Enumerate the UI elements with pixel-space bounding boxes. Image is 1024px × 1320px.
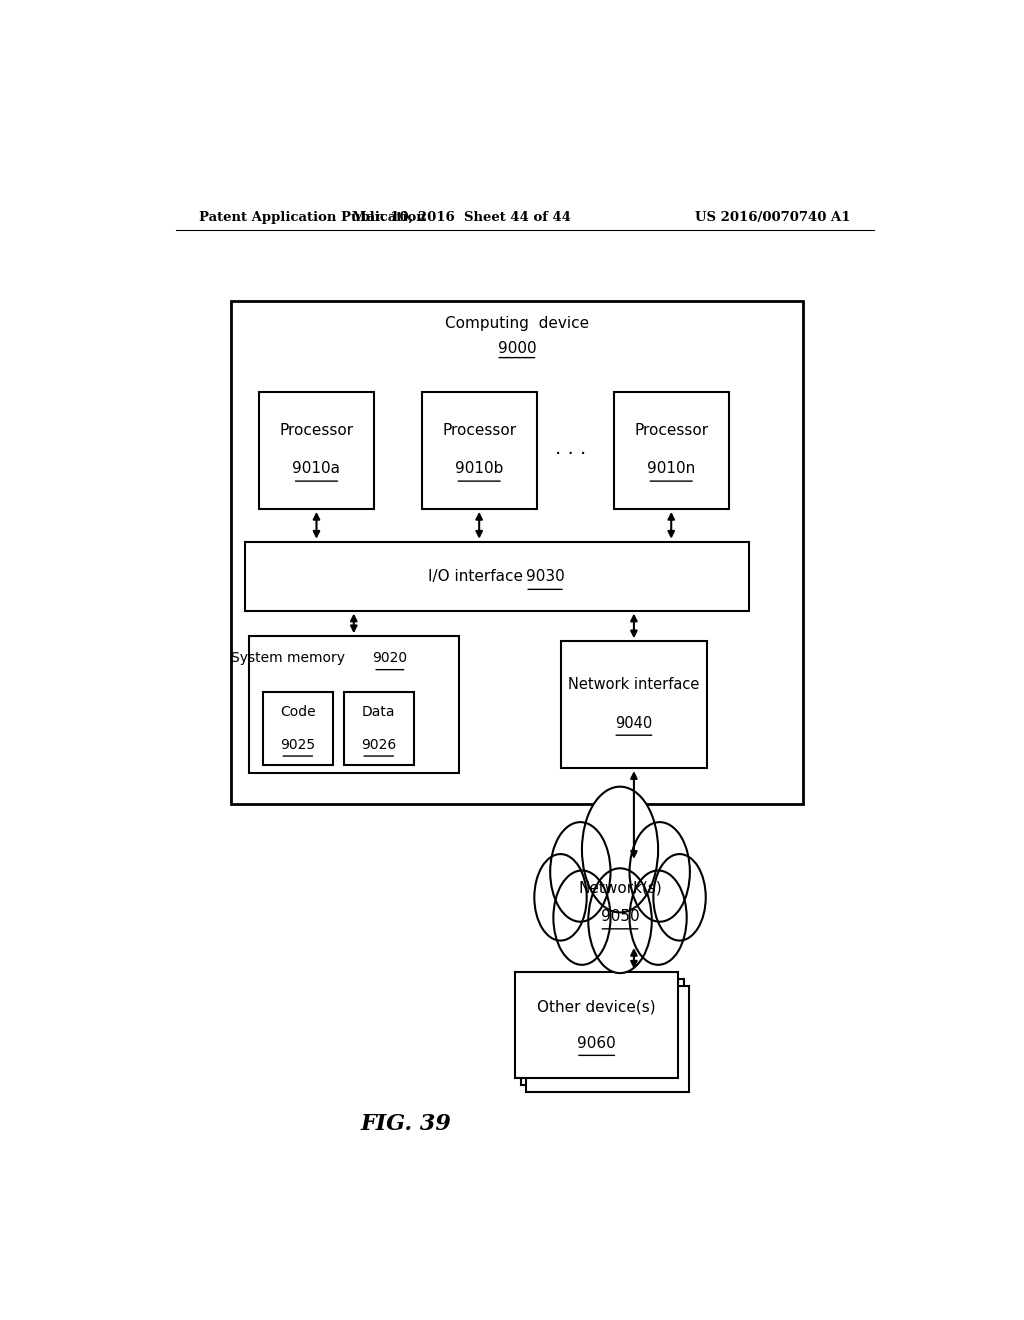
Ellipse shape bbox=[630, 870, 687, 965]
Text: Code: Code bbox=[280, 705, 315, 719]
Text: Patent Application Publication: Patent Application Publication bbox=[200, 211, 426, 224]
FancyBboxPatch shape bbox=[526, 986, 689, 1093]
FancyBboxPatch shape bbox=[545, 882, 695, 923]
FancyBboxPatch shape bbox=[259, 392, 374, 510]
Text: Processor: Processor bbox=[280, 422, 353, 438]
FancyBboxPatch shape bbox=[249, 636, 459, 774]
Text: Network interface: Network interface bbox=[568, 677, 699, 692]
Text: I/O interface: I/O interface bbox=[428, 569, 527, 583]
Text: FIG. 39: FIG. 39 bbox=[360, 1113, 452, 1135]
FancyBboxPatch shape bbox=[515, 972, 678, 1078]
Text: 9000: 9000 bbox=[498, 341, 537, 356]
FancyBboxPatch shape bbox=[560, 642, 708, 768]
Ellipse shape bbox=[653, 854, 706, 941]
Text: Other device(s): Other device(s) bbox=[538, 999, 656, 1014]
Text: 9010n: 9010n bbox=[647, 462, 695, 477]
Ellipse shape bbox=[588, 869, 651, 973]
Ellipse shape bbox=[535, 854, 587, 941]
Ellipse shape bbox=[630, 822, 690, 921]
FancyBboxPatch shape bbox=[613, 392, 729, 510]
FancyBboxPatch shape bbox=[422, 392, 537, 510]
FancyBboxPatch shape bbox=[231, 301, 803, 804]
Text: . . .: . . . bbox=[555, 438, 587, 458]
Text: US 2016/0070740 A1: US 2016/0070740 A1 bbox=[694, 211, 850, 224]
Text: 9010b: 9010b bbox=[455, 462, 504, 477]
Text: 9060: 9060 bbox=[578, 1036, 616, 1051]
Text: Computing  device: Computing device bbox=[444, 315, 589, 330]
Text: Processor: Processor bbox=[442, 422, 516, 438]
Ellipse shape bbox=[582, 787, 658, 912]
Text: System memory: System memory bbox=[230, 652, 353, 665]
Text: 9050: 9050 bbox=[601, 909, 639, 924]
FancyBboxPatch shape bbox=[521, 978, 684, 1085]
Text: Network(s): Network(s) bbox=[579, 880, 662, 896]
Ellipse shape bbox=[553, 870, 610, 965]
Ellipse shape bbox=[550, 822, 610, 921]
Text: 9030: 9030 bbox=[525, 569, 564, 583]
FancyBboxPatch shape bbox=[263, 692, 333, 766]
Text: Processor: Processor bbox=[634, 422, 709, 438]
Text: 9010a: 9010a bbox=[293, 462, 340, 477]
FancyBboxPatch shape bbox=[246, 541, 750, 611]
Text: 9020: 9020 bbox=[373, 652, 408, 665]
Text: Data: Data bbox=[362, 705, 395, 719]
Text: 9026: 9026 bbox=[361, 738, 396, 752]
FancyBboxPatch shape bbox=[344, 692, 414, 766]
Text: Mar. 10, 2016  Sheet 44 of 44: Mar. 10, 2016 Sheet 44 of 44 bbox=[352, 211, 570, 224]
Text: 9025: 9025 bbox=[281, 738, 315, 752]
Text: 9040: 9040 bbox=[615, 715, 652, 730]
